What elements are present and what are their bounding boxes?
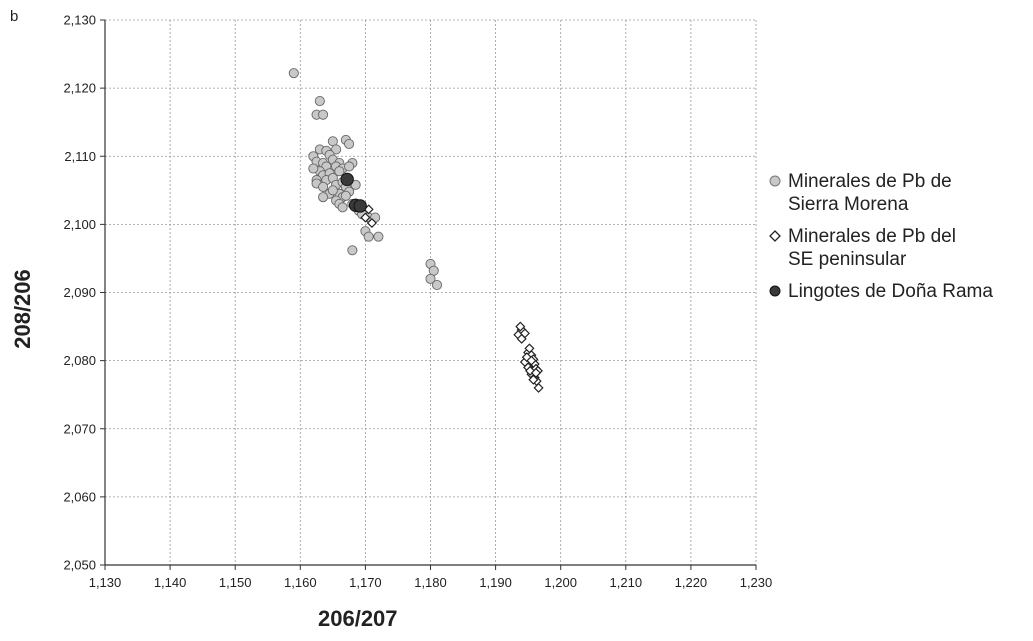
axes — [100, 19, 757, 570]
x-tick-label: 1,160 — [284, 575, 317, 590]
x-tick-label: 1,180 — [414, 575, 447, 590]
legend-item-se-peninsular: Minerales de Pb del SE peninsular — [766, 225, 993, 271]
ingot-point — [340, 172, 354, 187]
diamond-point — [533, 382, 544, 393]
x-tick-label: 1,210 — [610, 575, 643, 590]
grid-lines — [105, 19, 757, 565]
x-tick-label: 1,170 — [349, 575, 382, 590]
y-tick-label: 2,130 — [63, 13, 96, 28]
y-tick-label: 2,060 — [63, 489, 96, 504]
data-points — [288, 68, 544, 393]
ore-point — [334, 166, 345, 177]
y-tick-label: 2,120 — [63, 81, 96, 96]
ore-point — [288, 68, 299, 79]
ingot-point — [353, 199, 367, 213]
legend-label-line1: Lingotes de Doña Rama — [788, 281, 993, 302]
diamond-point — [516, 333, 527, 344]
ore-point — [340, 190, 351, 201]
ore-point — [347, 245, 358, 256]
panel-label: b — [10, 8, 19, 25]
ore-point — [318, 109, 329, 120]
ore-point — [425, 273, 436, 284]
x-tick-label: 1,190 — [479, 575, 512, 590]
ore-point — [308, 163, 319, 174]
series-group — [340, 172, 367, 213]
diamond-point — [360, 212, 371, 223]
ore-point — [314, 96, 325, 107]
x-tick-label: 1,130 — [89, 575, 122, 590]
x-tick-label: 1,140 — [154, 575, 187, 590]
diamond-point — [366, 217, 377, 229]
diamond-point — [526, 355, 537, 366]
diamond-point — [515, 321, 526, 332]
ore-point — [327, 185, 338, 196]
ore-point — [318, 181, 329, 192]
diamond-point — [528, 374, 539, 385]
y-tick-label: 2,070 — [63, 421, 96, 436]
series-group — [357, 202, 544, 393]
legend-label-line2: Sierra Morena — [788, 194, 909, 215]
x-tick-labels: 1,130 1,140 1,150 1,160 1,170 1,180 1,190 1,200… — [89, 575, 773, 590]
ore-point — [431, 279, 443, 291]
y-tick-label: 2,080 — [63, 353, 96, 368]
legend-label-line1: Minerales de Pb de — [788, 171, 952, 192]
legend: Minerales de Pb de Sierra Morena Mineral… — [766, 170, 993, 312]
ore-point — [337, 202, 348, 213]
diamond-marker-icon — [769, 230, 781, 242]
ore-point — [344, 138, 355, 150]
gray-circle-marker-icon — [769, 175, 781, 187]
x-axis-label: 206/207 — [318, 606, 398, 631]
diamond-point — [530, 367, 542, 378]
ore-point — [373, 231, 384, 242]
y-tick-label: 2,090 — [63, 285, 96, 300]
legend-item-dona-rama: Lingotes de Doña Rama — [766, 280, 993, 303]
y-tick-label: 2,050 — [63, 558, 96, 573]
dark-circle-marker-icon — [769, 285, 781, 297]
x-tick-label: 1,150 — [219, 575, 252, 590]
x-tick-label: 1,220 — [675, 575, 708, 590]
ore-point — [331, 144, 342, 155]
legend-item-sierra-morena: Minerales de Pb de Sierra Morena — [766, 170, 993, 216]
y-axis-label: 208/206 — [10, 269, 35, 349]
y-tick-label: 2,110 — [64, 149, 96, 164]
ore-point — [363, 231, 374, 242]
x-tick-label: 1,230 — [740, 575, 773, 590]
x-tick-label: 1,200 — [544, 575, 577, 590]
ore-point — [344, 161, 355, 172]
legend-label-line1: Minerales de Pb del — [788, 226, 956, 247]
y-tick-labels: 2,050 2,060 2,070 2,080 2,090 2,100 2,110 2,120… — [63, 13, 96, 573]
y-tick-label: 2,100 — [63, 217, 96, 232]
legend-label-line2: SE peninsular — [788, 249, 907, 270]
ore-point — [318, 192, 329, 203]
